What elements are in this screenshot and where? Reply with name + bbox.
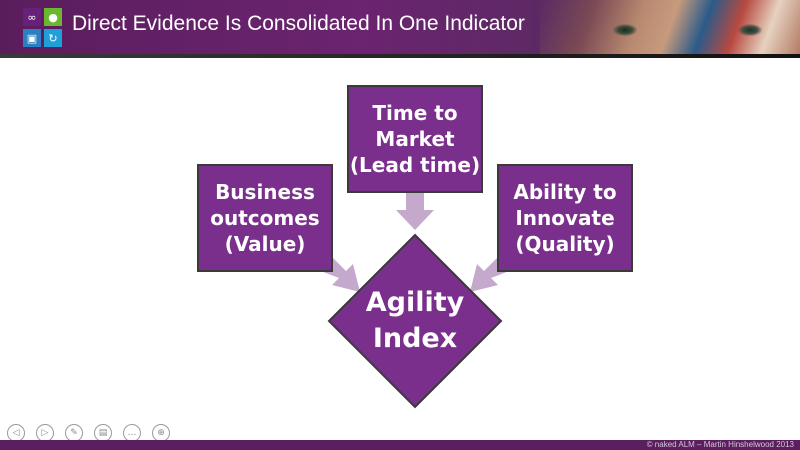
box-business-outcomes: Business outcomes (Value) — [197, 164, 333, 272]
box-business-outcomes-label: Business outcomes (Value) — [210, 180, 320, 256]
agility-index-diamond: Agility Index — [327, 233, 503, 409]
box-ability-to-innovate: Ability to Innovate (Quality) — [497, 164, 633, 272]
team-icon: ● — [44, 8, 62, 26]
agility-index-label: Agility Index — [365, 287, 465, 354]
header-divider — [0, 54, 800, 58]
arrow-top — [396, 193, 434, 230]
box-ability-to-innovate-label: Ability to Innovate (Quality) — [513, 180, 617, 256]
diamond-shape — [327, 233, 503, 409]
product-logo-grid: ∞ ● ▣ ↻ — [23, 8, 63, 48]
box-time-to-market-label: Time to Market (Lead time) — [349, 101, 481, 177]
box-time-to-market: Time to Market (Lead time) — [347, 85, 483, 193]
slide-header: ∞ ● ▣ ↻ Direct Evidence Is Consolidated … — [0, 0, 800, 54]
header-banner-image — [540, 0, 800, 54]
refresh-icon: ↻ — [44, 29, 62, 47]
agility-diagram: Business outcomes (Value) Time to Market… — [0, 58, 800, 440]
visual-studio-icon: ∞ — [23, 8, 41, 26]
package-icon: ▣ — [23, 29, 41, 47]
slide-title: Direct Evidence Is Consolidated In One I… — [72, 12, 525, 35]
footer-copyright: © naked ALM – Martin Hinshelwood 2013 — [646, 440, 794, 449]
footer-bar — [0, 440, 800, 450]
